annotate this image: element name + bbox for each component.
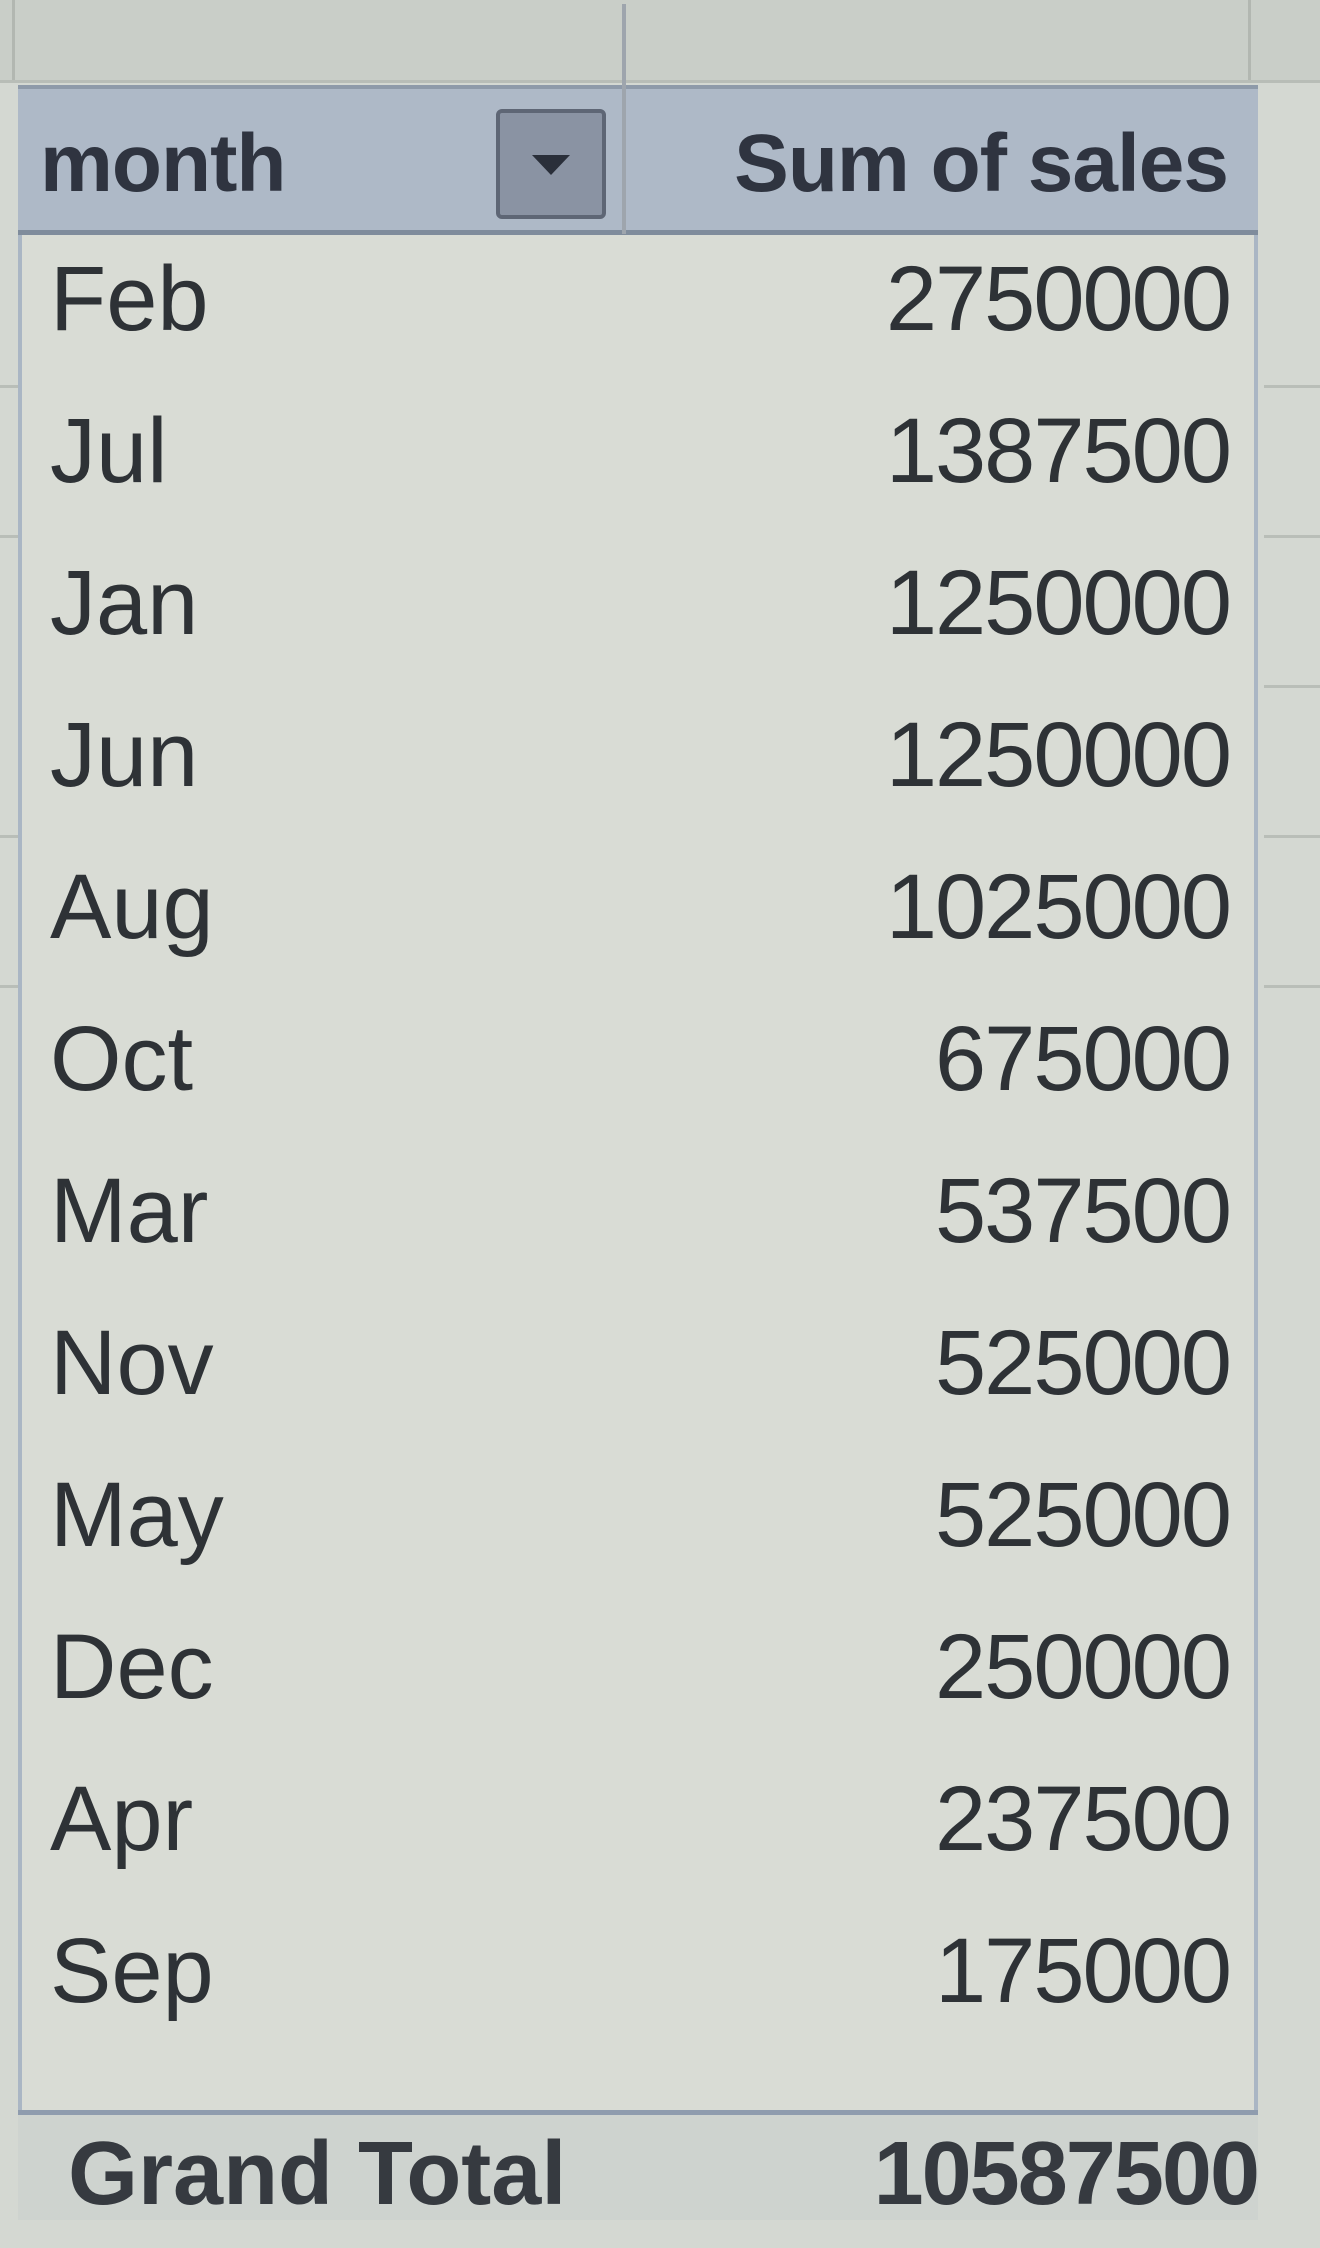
month-cell[interactable]: Sep [50, 1920, 214, 2022]
grid-row-line [1264, 985, 1320, 988]
grid-row-line [1264, 685, 1320, 688]
table-row[interactable]: May 525000 [22, 1451, 1254, 1603]
grand-total-label[interactable]: Grand Total [68, 2124, 567, 2224]
table-row[interactable]: Jan 1250000 [22, 539, 1254, 691]
sales-cell[interactable]: 250000 [935, 1616, 1232, 1718]
table-row[interactable]: Dec 250000 [22, 1603, 1254, 1755]
grand-total-row[interactable]: Grand Total 10587500 [18, 2110, 1260, 2224]
grid-row-line [1264, 835, 1320, 838]
pivot-header-row: month Sum of sales [18, 4, 1258, 235]
sales-cell[interactable]: 675000 [935, 1008, 1232, 1110]
grid-column-line [1248, 0, 1251, 80]
sales-cell[interactable]: 525000 [935, 1312, 1232, 1414]
pivot-table: month Sum of sales Feb 2750000 Jul 13875… [18, 4, 1260, 2224]
table-row[interactable]: Mar 537500 [22, 1147, 1254, 1299]
grand-total-value[interactable]: 10587500 [873, 2124, 1260, 2224]
spreadsheet-grid-top [0, 0, 1320, 83]
month-cell[interactable]: Oct [50, 1008, 194, 1110]
grid-row-line [0, 535, 24, 538]
month-cell[interactable]: Jan [50, 552, 199, 654]
table-row[interactable]: Aug 1025000 [22, 843, 1254, 995]
month-cell[interactable]: Nov [50, 1312, 214, 1414]
chevron-down-icon [532, 155, 570, 175]
month-cell[interactable]: Mar [50, 1160, 209, 1262]
filter-dropdown-button[interactable] [496, 109, 606, 219]
table-row[interactable]: Apr 237500 [22, 1755, 1254, 1907]
value-field-header[interactable]: Sum of sales [734, 118, 1229, 209]
table-row[interactable]: Feb 2750000 [22, 235, 1254, 387]
sales-cell[interactable]: 2750000 [885, 248, 1232, 350]
sales-cell[interactable]: 175000 [935, 1920, 1232, 2022]
header-column-divider [622, 4, 626, 234]
sales-cell[interactable]: 1250000 [885, 704, 1232, 806]
month-cell[interactable]: Jul [50, 400, 168, 502]
month-cell[interactable]: Jun [50, 704, 199, 806]
grid-row-line [0, 835, 24, 838]
sales-cell[interactable]: 537500 [935, 1160, 1232, 1262]
table-row[interactable]: Jul 1387500 [22, 387, 1254, 539]
month-cell[interactable]: Dec [50, 1616, 214, 1718]
month-cell[interactable]: Aug [50, 856, 214, 958]
month-cell[interactable]: May [50, 1464, 224, 1566]
grid-row-line [1264, 385, 1320, 388]
row-field-header[interactable]: month [40, 118, 286, 209]
sales-cell[interactable]: 1387500 [885, 400, 1232, 502]
grid-row-line [0, 385, 24, 388]
month-cell[interactable]: Feb [50, 248, 209, 350]
sales-cell[interactable]: 237500 [935, 1768, 1232, 1870]
pivot-body: Feb 2750000 Jul 1387500 Jan 1250000 Jun … [18, 235, 1258, 2110]
table-row[interactable]: Sep 175000 [22, 1907, 1254, 2059]
sales-cell[interactable]: 525000 [935, 1464, 1232, 1566]
grid-column-line [12, 0, 15, 80]
table-row[interactable]: Oct 675000 [22, 995, 1254, 1147]
grid-row-line [0, 985, 24, 988]
month-cell[interactable]: Apr [50, 1768, 194, 1870]
table-row[interactable]: Nov 525000 [22, 1299, 1254, 1451]
sales-cell[interactable]: 1250000 [885, 552, 1232, 654]
grid-row-line [1264, 535, 1320, 538]
sales-cell[interactable]: 1025000 [885, 856, 1232, 958]
table-row[interactable]: Jun 1250000 [22, 691, 1254, 843]
